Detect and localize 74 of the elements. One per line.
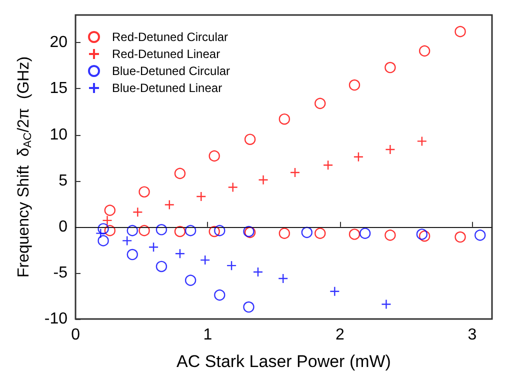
point (228, 182, 238, 192)
legend-label: Red-Detuned Linear (112, 47, 220, 61)
point (132, 207, 143, 218)
point (98, 223, 109, 234)
point (208, 226, 220, 238)
point (96, 228, 106, 238)
point (252, 266, 264, 278)
point (122, 236, 132, 246)
point (174, 168, 186, 180)
point (156, 224, 168, 236)
point (104, 204, 116, 216)
y-axis-title: Frequency Shift δAC/2π (GHz) (16, 56, 34, 278)
point (126, 224, 138, 236)
point (102, 215, 112, 226)
point (126, 248, 138, 260)
point (196, 191, 206, 202)
point (348, 79, 360, 91)
point (174, 226, 186, 238)
point (418, 230, 430, 242)
y-tick-label: 20 (50, 34, 68, 52)
point (314, 228, 326, 239)
point (359, 228, 371, 239)
point (184, 274, 196, 286)
point (314, 98, 326, 110)
point (353, 152, 364, 162)
legend-label: Blue-Detuned Circular (112, 64, 230, 78)
point (200, 254, 210, 266)
point (138, 224, 150, 236)
point (330, 286, 340, 296)
point (454, 231, 466, 243)
legend-label: Red-Detuned Circular (112, 30, 228, 44)
y-tick-label: 0 (58, 218, 68, 236)
point (385, 144, 396, 155)
point (226, 260, 237, 271)
point (290, 167, 300, 178)
x-tick-label: 1 (203, 326, 212, 344)
x-tick-label: 2 (336, 326, 344, 344)
point (301, 226, 312, 238)
x-tick-label: 0 (71, 326, 80, 344)
point (98, 235, 109, 246)
x-tick-label: 3 (468, 326, 477, 344)
point (138, 186, 150, 198)
point (416, 136, 428, 146)
y-tick-label: -10 (44, 310, 68, 328)
point (184, 224, 196, 236)
point (278, 228, 290, 239)
legend-label: Blue-Detuned Linear (112, 81, 222, 95)
y-tick-label: 15 (50, 80, 68, 98)
point (164, 200, 174, 210)
point (214, 289, 226, 301)
point (258, 174, 268, 185)
point (418, 45, 430, 57)
point (454, 26, 466, 38)
y-tick-label: 5 (58, 172, 68, 190)
point (322, 160, 334, 170)
point (381, 299, 392, 310)
point (278, 114, 290, 125)
point (243, 301, 254, 313)
point (348, 228, 360, 240)
point (278, 273, 288, 284)
x-axis-title: AC Stark Laser Power (mW) (176, 352, 391, 371)
point (174, 248, 186, 259)
point (474, 230, 486, 241)
point (148, 242, 159, 252)
point (384, 230, 396, 241)
point (384, 62, 396, 74)
y-tick-label: 10 (50, 126, 68, 144)
point (244, 134, 256, 145)
point (214, 224, 226, 236)
point (416, 228, 428, 240)
point (104, 224, 116, 236)
point (156, 260, 168, 272)
y-tick-label: -5 (53, 264, 68, 282)
point (208, 150, 220, 162)
